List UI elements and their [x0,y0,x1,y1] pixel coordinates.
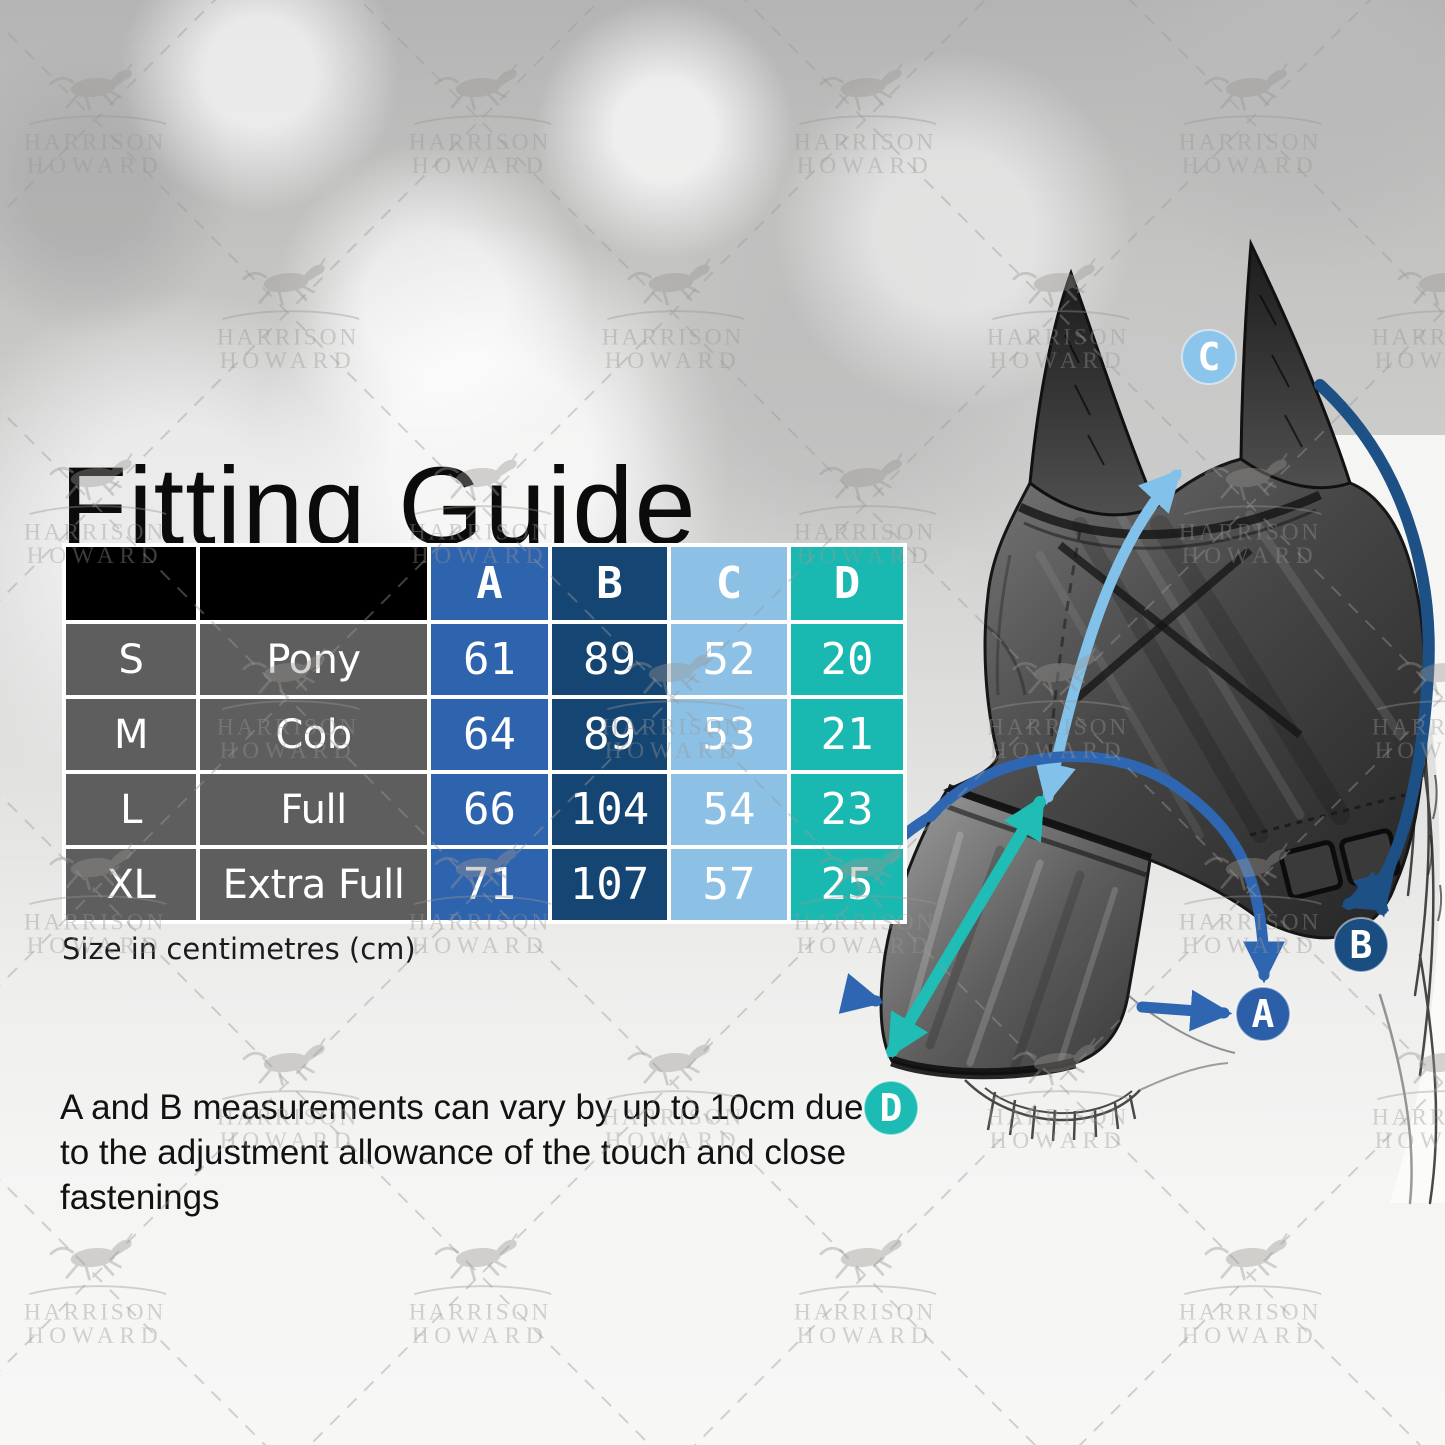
svg-text:C: C [1198,335,1221,379]
size-cell: S [62,620,200,699]
size-cell: XL [62,845,200,924]
value-cell-c: 57 [667,845,791,924]
value-cell-d: 20 [787,620,907,699]
column-header-a: A [427,543,552,624]
value-cell-d: 25 [787,845,907,924]
table-row: L Full 66 104 54 23 [62,770,907,849]
value-cell-a: 61 [427,620,552,699]
value-cell-b: 107 [548,845,671,924]
size-cell: M [62,695,200,774]
horse-head-illustration: C B A D [838,238,1445,1205]
value-cell-a: 71 [427,845,552,924]
value-cell-b: 89 [548,620,671,699]
unit-note: Size in centimetres (cm) [62,932,416,966]
value-cell-c: 54 [667,770,791,849]
svg-text:D: D [880,1086,903,1130]
table-corner-cell [62,543,200,624]
value-cell-b: 104 [548,770,671,849]
right-ear [1239,238,1352,490]
measure-arrow-d [886,794,1046,1059]
value-cell-d: 21 [787,695,907,774]
value-cell-a: 66 [427,770,552,849]
table-row: M Cob 64 89 53 21 [62,695,907,774]
type-cell: Extra Full [196,845,431,924]
size-table: A B C D S Pony 61 89 52 20 M Cob 64 89 5… [62,543,907,924]
table-row: S Pony 61 89 52 20 [62,620,907,699]
column-header-b: B [548,543,671,624]
value-cell-b: 89 [548,695,671,774]
left-ear [1028,268,1158,517]
measurement-footnote: A and B measurements can vary by up to 1… [60,1088,864,1217]
value-cell-d: 23 [787,770,907,849]
table-header-row: A B C D [62,543,907,624]
measurement-marker-b: B [1333,917,1389,973]
measurement-marker-c: C [1181,329,1237,385]
type-cell: Cob [196,695,431,774]
svg-text:B: B [1350,923,1373,967]
column-header-c: C [667,543,791,624]
size-cell: L [62,770,200,849]
measurement-marker-d: D [863,1080,919,1136]
horse-ears [1028,238,1352,517]
value-cell-c: 52 [667,620,791,699]
type-cell: Full [196,770,431,849]
value-cell-a: 64 [427,695,552,774]
table-row: XL Extra Full 71 107 57 25 [62,845,907,924]
type-cell: Pony [196,620,431,699]
column-header-d: D [787,543,907,624]
svg-text:A: A [1252,992,1275,1036]
table-corner-cell [196,543,431,624]
measurement-marker-a: A [1235,986,1291,1042]
value-cell-c: 53 [667,695,791,774]
